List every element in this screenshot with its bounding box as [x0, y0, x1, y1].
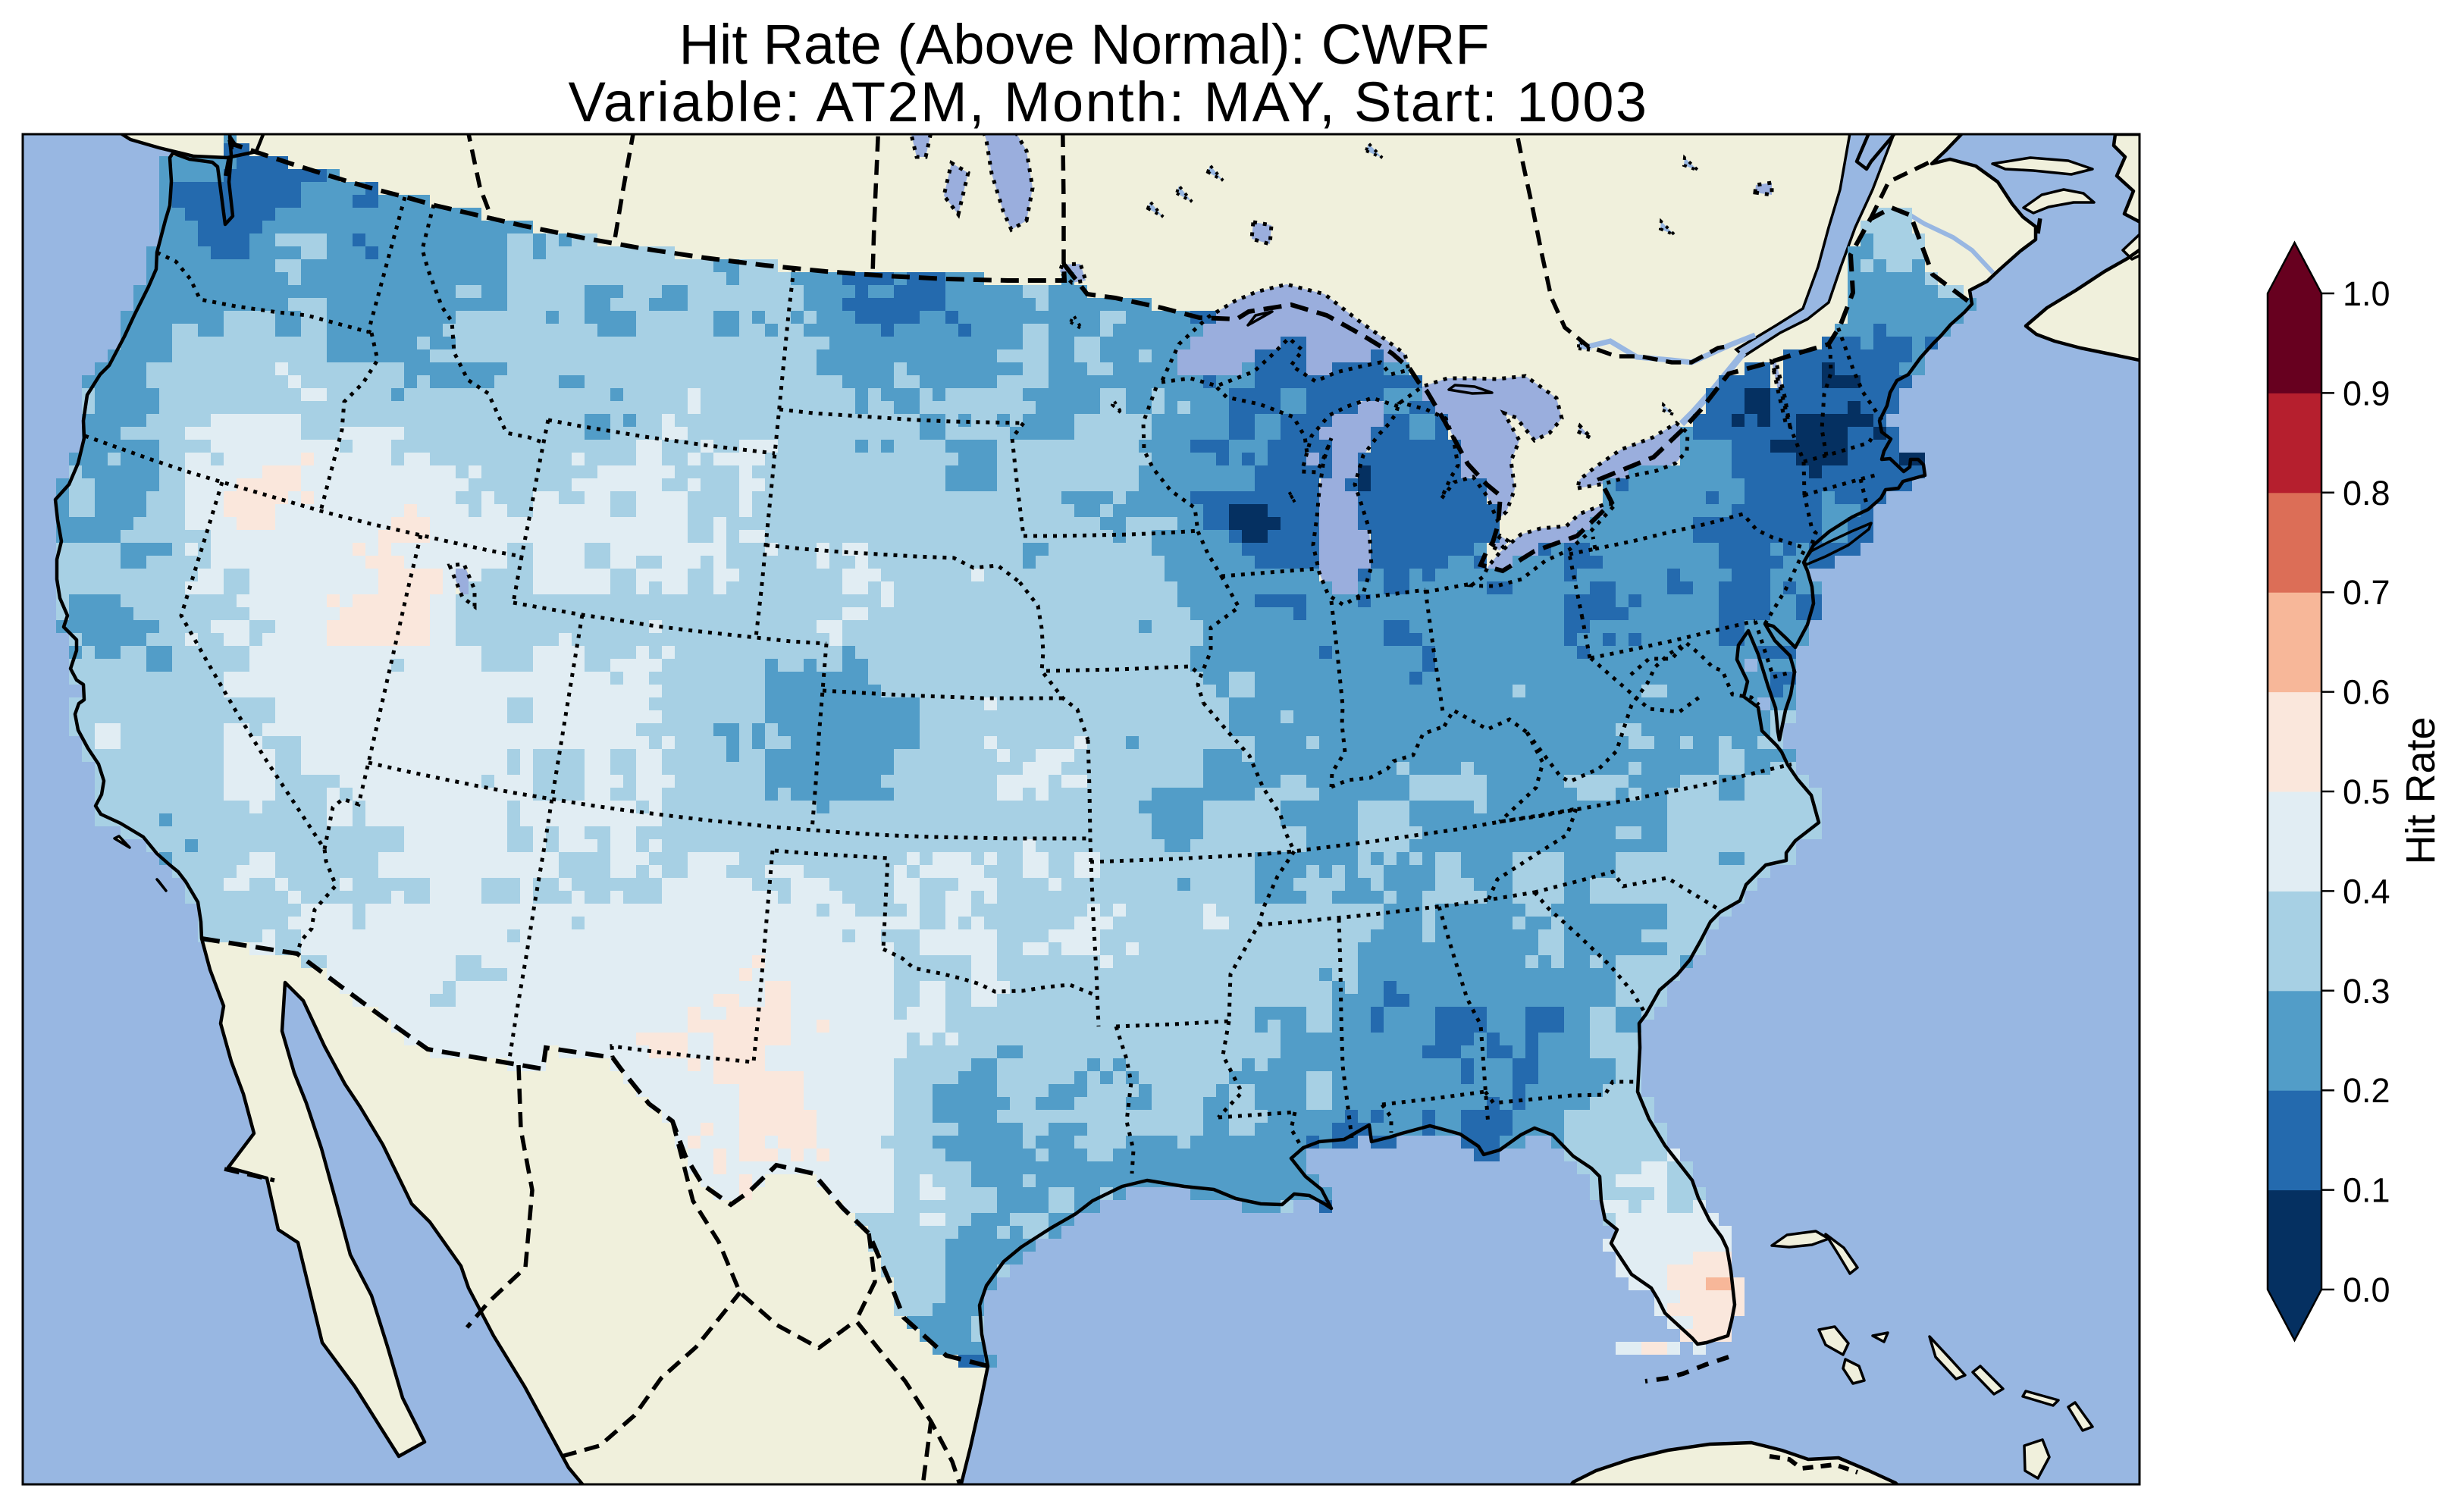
svg-text:0.1: 0.1 [2343, 1171, 2390, 1210]
svg-text:0.5: 0.5 [2343, 773, 2390, 811]
svg-text:0.9: 0.9 [2343, 374, 2390, 412]
svg-text:0.4: 0.4 [2343, 872, 2390, 910]
svg-text:1.0: 1.0 [2343, 274, 2390, 313]
svg-text:0.3: 0.3 [2343, 972, 2390, 1011]
svg-text:Variable: AT2M, Month: MAY, St: Variable: AT2M, Month: MAY, Start: 1003 [569, 71, 1649, 133]
svg-text:Hit Rate (Above Normal): CWRF: Hit Rate (Above Normal): CWRF [679, 13, 1489, 76]
svg-text:0.6: 0.6 [2343, 673, 2390, 712]
svg-text:0.8: 0.8 [2343, 474, 2390, 512]
svg-text:Hit Rate: Hit Rate [2398, 716, 2444, 864]
svg-text:0.2: 0.2 [2343, 1071, 2390, 1110]
svg-text:0.0: 0.0 [2343, 1271, 2390, 1309]
svg-text:0.7: 0.7 [2343, 573, 2390, 612]
